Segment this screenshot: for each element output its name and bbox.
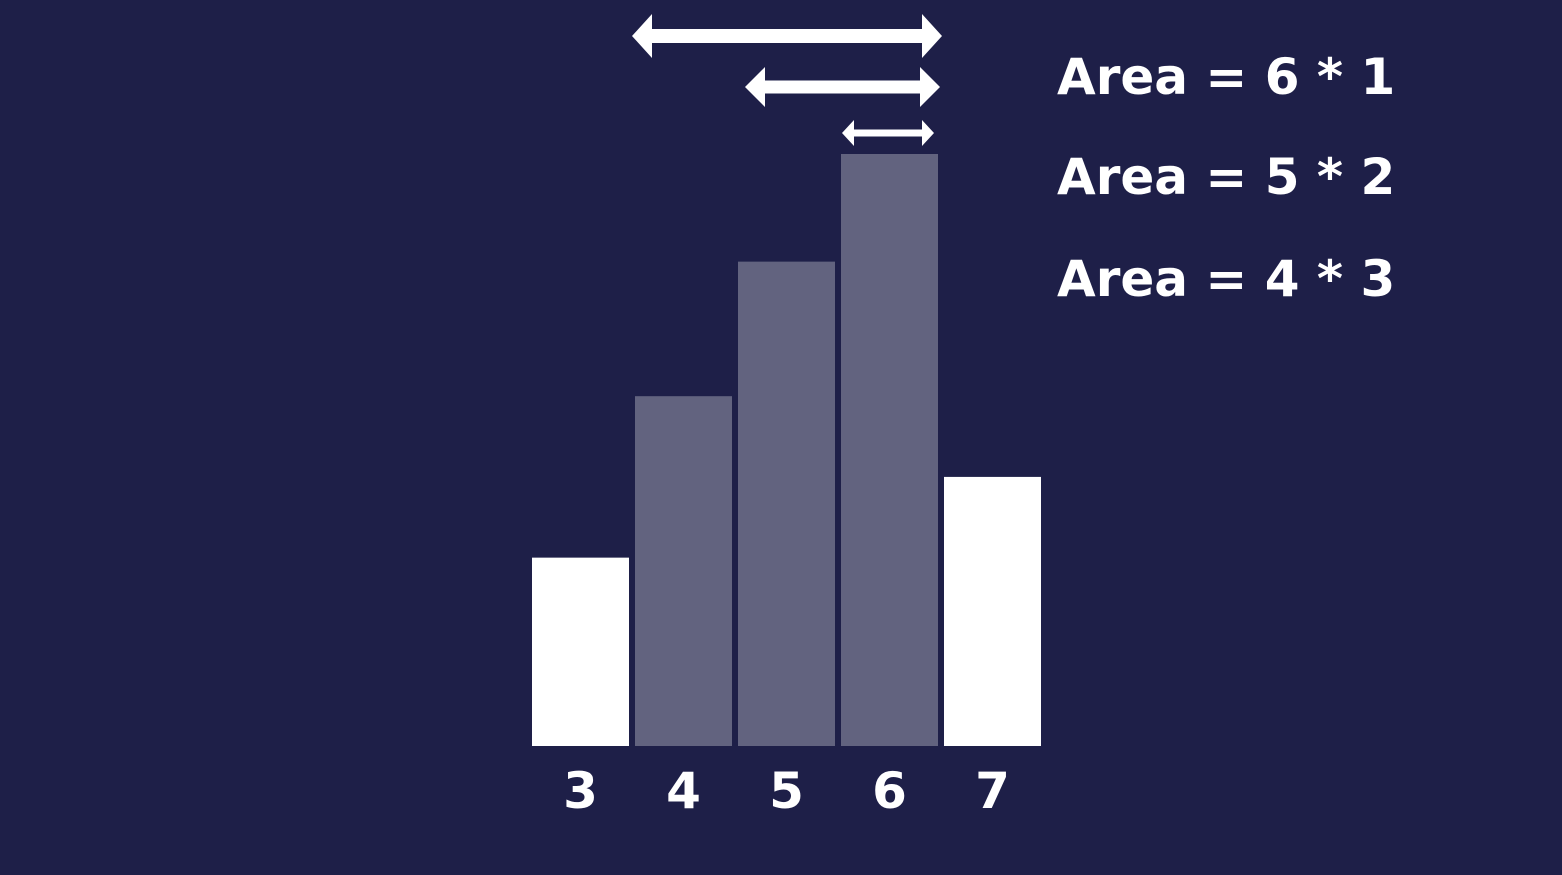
- tick-label-3: 3: [563, 762, 598, 820]
- bars-group: [532, 154, 1041, 746]
- bar-6: [841, 154, 938, 746]
- width-arrow-2: [745, 67, 940, 107]
- bar-3: [532, 557, 629, 746]
- bar-5: [738, 261, 835, 746]
- width-arrow-1: [632, 14, 942, 58]
- tick-label-4: 4: [666, 762, 701, 820]
- tick-label-5: 5: [769, 762, 804, 820]
- area-label-3: Area = 4 * 3: [1057, 250, 1395, 308]
- area-label-2: Area = 5 * 2: [1057, 148, 1395, 206]
- tick-labels-group: 3 4 5 6 7: [563, 762, 1010, 820]
- bar-7: [944, 476, 1041, 746]
- area-label-1: Area = 6 * 1: [1057, 48, 1395, 106]
- width-arrow-3: [842, 120, 934, 146]
- width-arrows-group: [632, 14, 942, 146]
- tick-label-6: 6: [872, 762, 907, 820]
- bar-4: [635, 396, 732, 746]
- tick-label-7: 7: [975, 762, 1010, 820]
- area-labels-group: Area = 6 * 1 Area = 5 * 2 Area = 4 * 3: [1057, 48, 1395, 308]
